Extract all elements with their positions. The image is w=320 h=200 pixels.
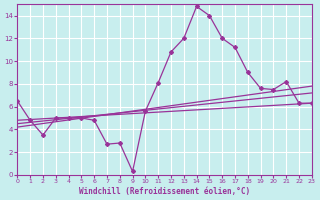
- X-axis label: Windchill (Refroidissement éolien,°C): Windchill (Refroidissement éolien,°C): [79, 187, 250, 196]
